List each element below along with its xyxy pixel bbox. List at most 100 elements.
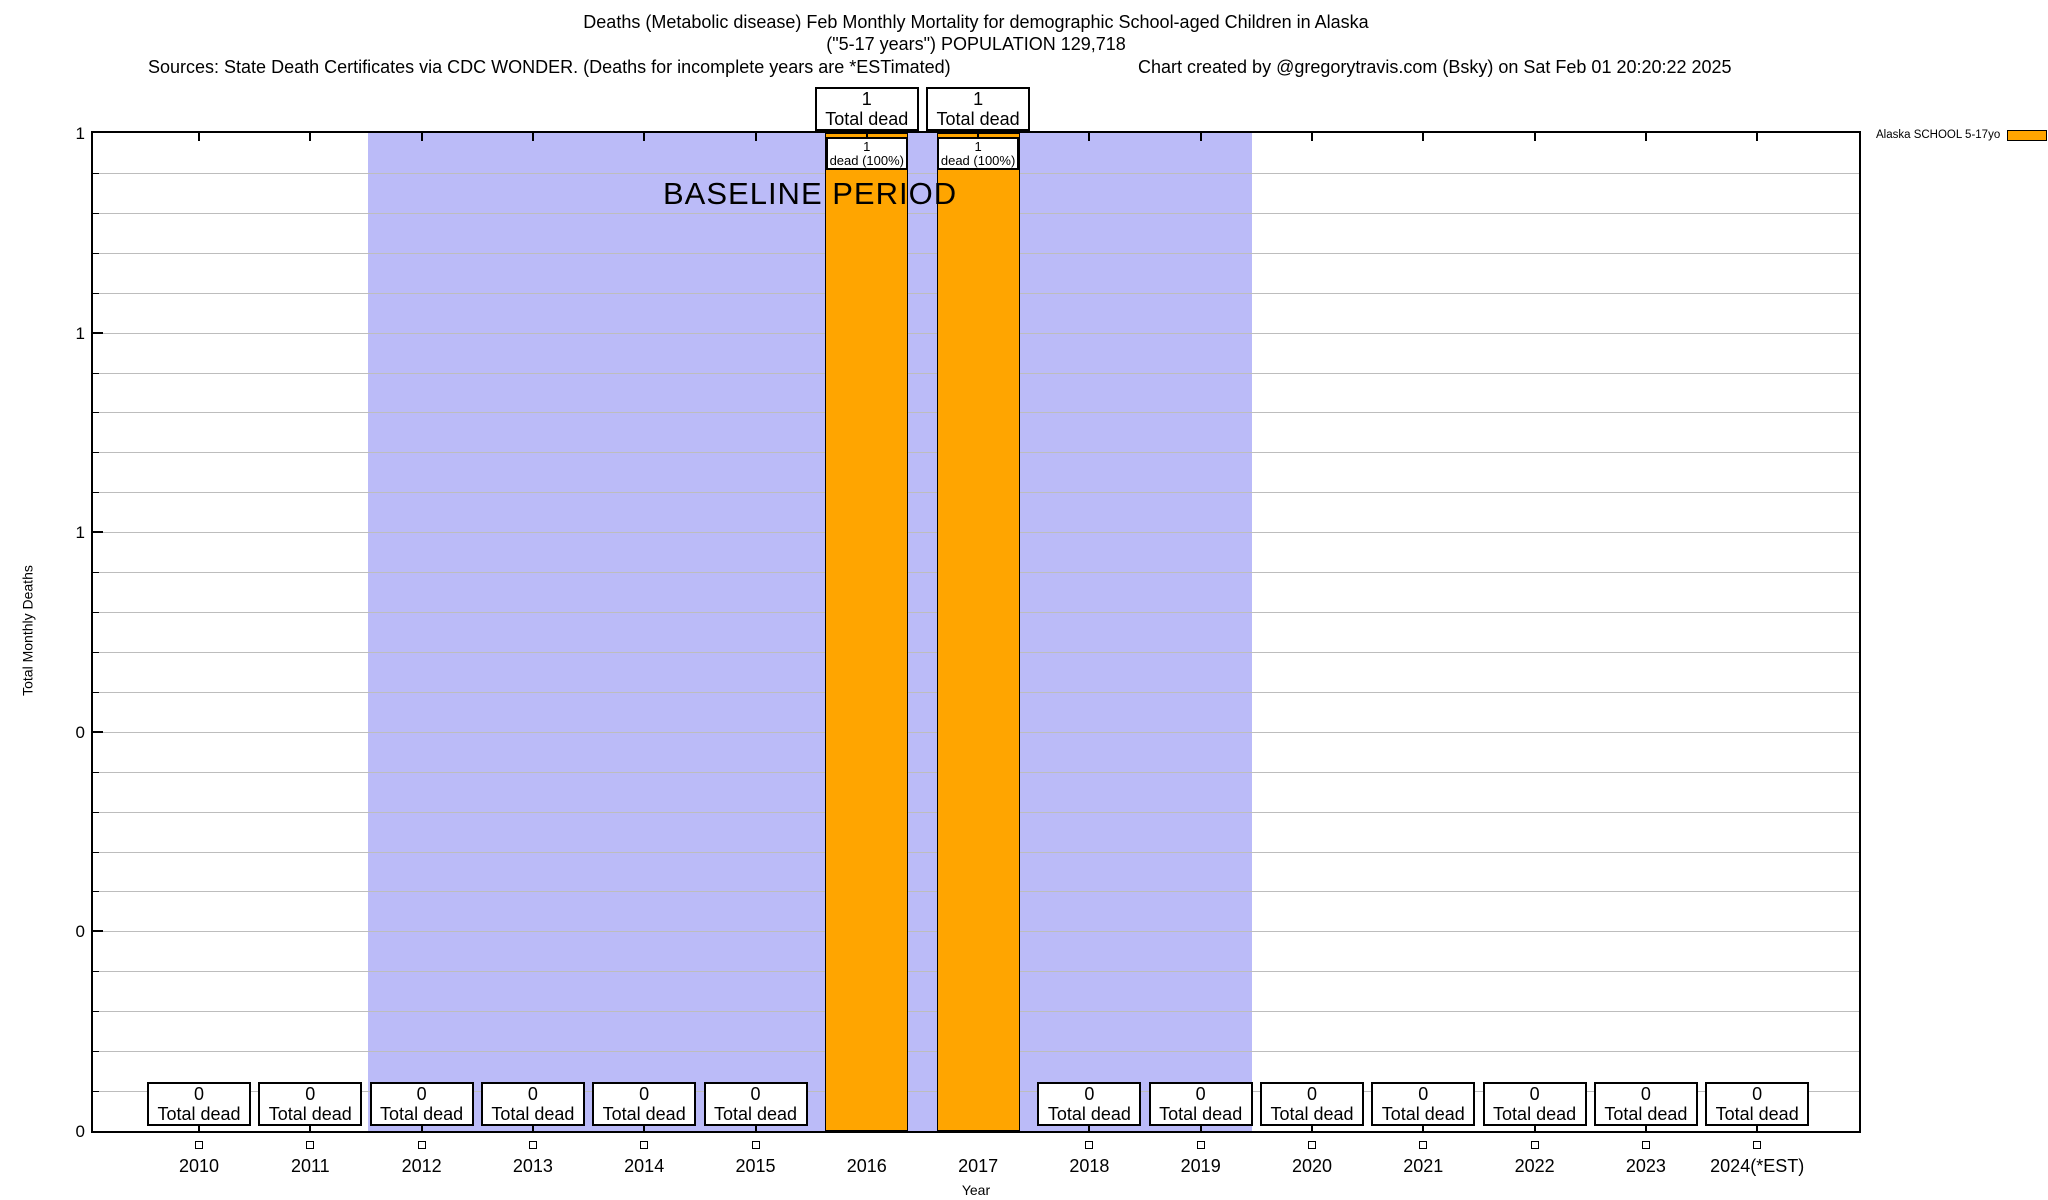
total-dead-caption: Total dead	[157, 1104, 241, 1124]
total-dead-box: 0 Total dead	[1260, 1082, 1364, 1126]
total-dead-box: 0 Total dead	[703, 1082, 808, 1126]
y-axis-minor-tick	[93, 771, 99, 773]
x-axis-year-label: 2013	[512, 1156, 553, 1176]
total-dead-count: 1	[861, 89, 872, 109]
total-dead-count: 1	[973, 89, 984, 109]
x-axis-year-label: 2019	[1180, 1156, 1221, 1176]
x-axis-year-label: 2022	[1514, 1156, 1555, 1176]
total-dead-caption: Total dead	[1604, 1104, 1688, 1124]
legend: Alaska SCHOOL 5-17yo	[1876, 129, 2048, 141]
total-dead-count: 0	[193, 1084, 204, 1104]
zero-point-marker	[1641, 1141, 1650, 1149]
y-axis-title: Total Monthly Deaths	[19, 565, 36, 696]
chart-credit-note: Chart created by @gregorytravis.com (Bsk…	[1138, 57, 1732, 77]
total-dead-caption: Total dead	[1159, 1104, 1243, 1124]
x-axis-year-label: 2021	[1403, 1156, 1444, 1176]
x-axis-year-label: 2017	[958, 1156, 999, 1176]
total-dead-box: 0 Total dead	[1705, 1082, 1810, 1126]
mortality-bar	[936, 133, 1020, 1131]
y-axis-minor-tick	[93, 1091, 99, 1093]
x-axis-top-tick	[1756, 133, 1759, 141]
total-dead-count: 0	[1195, 1084, 1206, 1104]
y-axis-major-tick	[93, 730, 103, 733]
total-dead-count: 0	[305, 1084, 316, 1104]
box-axis-connector	[1311, 1126, 1313, 1131]
x-axis-top-tick	[643, 133, 646, 141]
y-axis-tick-label: 0	[75, 722, 85, 742]
zero-point-marker	[417, 1141, 426, 1149]
total-dead-box: 0 Total dead	[1482, 1082, 1587, 1126]
bar-death-caption: dead (100%)	[829, 153, 905, 168]
y-axis-minor-tick	[93, 891, 99, 893]
zero-point-marker	[1753, 1141, 1762, 1149]
x-axis-year-label: 2011	[290, 1156, 330, 1176]
total-dead-count: 0	[1529, 1084, 1540, 1104]
bar-death-label-box: 1 dead (100%)	[825, 137, 908, 170]
box-axis-connector	[1422, 1126, 1425, 1131]
x-axis-top-tick	[1311, 133, 1313, 141]
baseline-period-band	[368, 133, 1252, 1131]
y-axis-minor-tick	[93, 172, 99, 174]
box-axis-connector	[1533, 1126, 1536, 1131]
y-axis-tick-label: 0	[75, 1122, 85, 1141]
total-dead-count: 0	[639, 1084, 650, 1104]
x-axis-year-label: 2010	[178, 1156, 220, 1176]
total-dead-caption: Total dead	[825, 109, 909, 129]
total-dead-caption: Total dead	[1715, 1104, 1799, 1124]
legend-series-label: Alaska SCHOOL 5-17yo	[1876, 129, 2001, 141]
box-axis-connector	[1088, 1126, 1091, 1131]
total-dead-caption: Total dead	[380, 1104, 464, 1124]
zero-point-marker	[195, 1141, 203, 1149]
total-dead-caption: Total dead	[1381, 1104, 1465, 1124]
x-axis-title: Year	[961, 1182, 991, 1198]
total-dead-caption: Total dead	[602, 1104, 686, 1124]
y-axis-minor-tick	[93, 851, 99, 853]
total-dead-caption: Total dead	[1493, 1104, 1577, 1124]
x-axis-year-label: 2016	[846, 1156, 887, 1176]
plot-border	[91, 131, 1861, 1133]
x-axis-year-label: 2015	[735, 1156, 776, 1176]
y-axis-minor-tick	[93, 292, 99, 294]
box-axis-connector	[1756, 1126, 1759, 1131]
total-dead-box: 0 Total dead	[1148, 1082, 1253, 1126]
y-axis-minor-tick	[93, 212, 99, 214]
y-axis-minor-tick	[93, 651, 99, 653]
x-axis-year-label: 2012	[401, 1156, 442, 1176]
x-axis-top-tick	[1199, 133, 1202, 141]
total-dead-count: 0	[416, 1084, 427, 1104]
zero-point-marker	[1530, 1141, 1539, 1149]
y-axis-minor-tick	[93, 811, 99, 813]
total-dead-count: 0	[1752, 1084, 1763, 1104]
y-axis-major-tick	[93, 331, 103, 334]
y-axis-tick-label: 0	[75, 922, 85, 942]
total-dead-box: 0 Total dead	[1037, 1082, 1142, 1126]
total-dead-box: 0 Total dead	[480, 1082, 585, 1126]
bar-death-label-box: 1 dead (100%)	[937, 137, 1020, 170]
box-axis-connector	[420, 1126, 423, 1131]
box-axis-connector	[309, 1126, 312, 1131]
x-axis-year-label: 2014	[624, 1156, 665, 1176]
x-axis-year-label: 2024(*EST)	[1710, 1156, 1805, 1176]
total-dead-box: 0 Total dead	[258, 1082, 363, 1126]
y-axis-minor-tick	[93, 452, 99, 454]
zero-point-marker	[1085, 1141, 1094, 1149]
y-axis-minor-tick	[93, 252, 99, 254]
x-axis-top-tick	[420, 133, 423, 141]
y-axis-minor-tick	[93, 971, 99, 973]
total-dead-count: 0	[1306, 1084, 1317, 1104]
y-axis-tick-label: 1	[75, 523, 85, 543]
zero-point-marker	[1419, 1141, 1428, 1149]
total-dead-box: 0 Total dead	[369, 1082, 474, 1126]
mortality-bar	[825, 133, 909, 1131]
zero-point-marker	[1196, 1141, 1205, 1149]
x-axis-top-tick	[1088, 133, 1091, 141]
y-axis-minor-tick	[93, 612, 99, 614]
total-dead-box: 0 Total dead	[592, 1082, 697, 1126]
total-dead-count: 0	[1084, 1084, 1095, 1104]
box-axis-connector	[198, 1126, 200, 1131]
zero-point-marker	[640, 1141, 649, 1149]
y-axis-minor-tick	[93, 1051, 99, 1053]
x-axis-top-tick	[754, 133, 757, 141]
total-dead-count: 0	[750, 1084, 761, 1104]
